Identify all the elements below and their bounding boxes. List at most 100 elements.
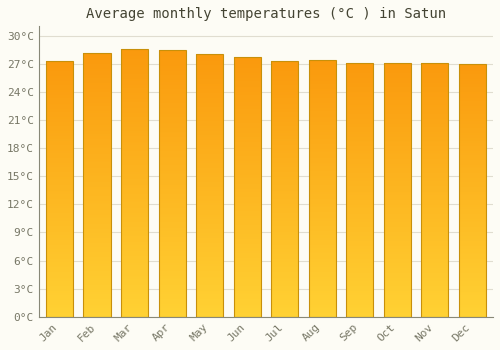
Bar bbox=[121, 124, 148, 126]
Bar bbox=[384, 178, 411, 180]
Bar bbox=[84, 169, 110, 171]
Bar bbox=[121, 52, 148, 54]
Bar bbox=[271, 208, 298, 209]
Bar bbox=[271, 61, 298, 317]
Bar bbox=[384, 285, 411, 286]
Bar bbox=[308, 110, 336, 111]
Bar bbox=[384, 302, 411, 303]
Bar bbox=[459, 126, 486, 128]
Bar bbox=[234, 196, 260, 197]
Bar bbox=[46, 63, 73, 64]
Bar bbox=[158, 220, 186, 223]
Bar bbox=[422, 268, 448, 270]
Bar bbox=[271, 151, 298, 153]
Bar bbox=[121, 65, 148, 66]
Bar bbox=[234, 308, 260, 310]
Bar bbox=[271, 191, 298, 192]
Bar bbox=[384, 200, 411, 202]
Bar bbox=[84, 83, 110, 85]
Bar bbox=[422, 164, 448, 166]
Bar bbox=[271, 238, 298, 240]
Bar bbox=[84, 252, 110, 254]
Bar bbox=[121, 211, 148, 213]
Bar bbox=[121, 228, 148, 229]
Bar bbox=[422, 183, 448, 185]
Bar bbox=[271, 272, 298, 274]
Bar bbox=[271, 75, 298, 76]
Bar bbox=[158, 208, 186, 210]
Bar bbox=[384, 132, 411, 134]
Bar bbox=[346, 105, 374, 107]
Bar bbox=[84, 154, 110, 155]
Bar bbox=[308, 94, 336, 96]
Bar bbox=[158, 261, 186, 264]
Bar bbox=[234, 85, 260, 87]
Bar bbox=[384, 290, 411, 292]
Bar bbox=[308, 118, 336, 120]
Bar bbox=[346, 127, 374, 129]
Bar bbox=[158, 217, 186, 219]
Bar bbox=[271, 187, 298, 189]
Bar bbox=[196, 310, 223, 312]
Bar bbox=[271, 204, 298, 206]
Bar bbox=[346, 168, 374, 169]
Bar bbox=[158, 85, 186, 87]
Bar bbox=[84, 312, 110, 313]
Bar bbox=[158, 199, 186, 201]
Bar bbox=[158, 75, 186, 76]
Bar bbox=[422, 236, 448, 237]
Bar bbox=[234, 82, 260, 83]
Bar bbox=[271, 184, 298, 186]
Bar bbox=[196, 315, 223, 317]
Bar bbox=[422, 202, 448, 203]
Bar bbox=[196, 182, 223, 184]
Bar bbox=[308, 98, 336, 99]
Bar bbox=[384, 293, 411, 295]
Bar bbox=[308, 315, 336, 317]
Bar bbox=[158, 84, 186, 85]
Bar bbox=[422, 240, 448, 242]
Bar bbox=[46, 143, 73, 145]
Bar bbox=[84, 206, 110, 208]
Bar bbox=[196, 219, 223, 220]
Bar bbox=[196, 252, 223, 254]
Bar bbox=[234, 64, 260, 66]
Bar bbox=[46, 158, 73, 160]
Bar bbox=[308, 269, 336, 271]
Bar bbox=[46, 213, 73, 215]
Bar bbox=[84, 76, 110, 78]
Bar bbox=[234, 197, 260, 199]
Bar bbox=[459, 113, 486, 114]
Bar bbox=[346, 312, 374, 313]
Bar bbox=[234, 95, 260, 97]
Bar bbox=[234, 73, 260, 75]
Bar bbox=[308, 241, 336, 243]
Bar bbox=[459, 130, 486, 131]
Bar bbox=[121, 111, 148, 113]
Bar bbox=[234, 142, 260, 144]
Bar bbox=[46, 264, 73, 266]
Bar bbox=[459, 98, 486, 99]
Bar bbox=[84, 301, 110, 303]
Bar bbox=[308, 282, 336, 284]
Bar bbox=[158, 223, 186, 224]
Bar bbox=[271, 189, 298, 191]
Bar bbox=[271, 231, 298, 233]
Bar bbox=[271, 295, 298, 296]
Bar bbox=[271, 266, 298, 267]
Bar bbox=[234, 301, 260, 303]
Bar bbox=[384, 161, 411, 163]
Bar bbox=[459, 178, 486, 180]
Bar bbox=[234, 100, 260, 102]
Bar bbox=[308, 298, 336, 300]
Bar bbox=[271, 276, 298, 278]
Bar bbox=[121, 97, 148, 99]
Bar bbox=[234, 71, 260, 73]
Bar bbox=[422, 219, 448, 220]
Bar bbox=[234, 275, 260, 277]
Bar bbox=[196, 133, 223, 135]
Bar bbox=[84, 161, 110, 162]
Bar bbox=[271, 223, 298, 225]
Bar bbox=[271, 244, 298, 245]
Bar bbox=[121, 254, 148, 256]
